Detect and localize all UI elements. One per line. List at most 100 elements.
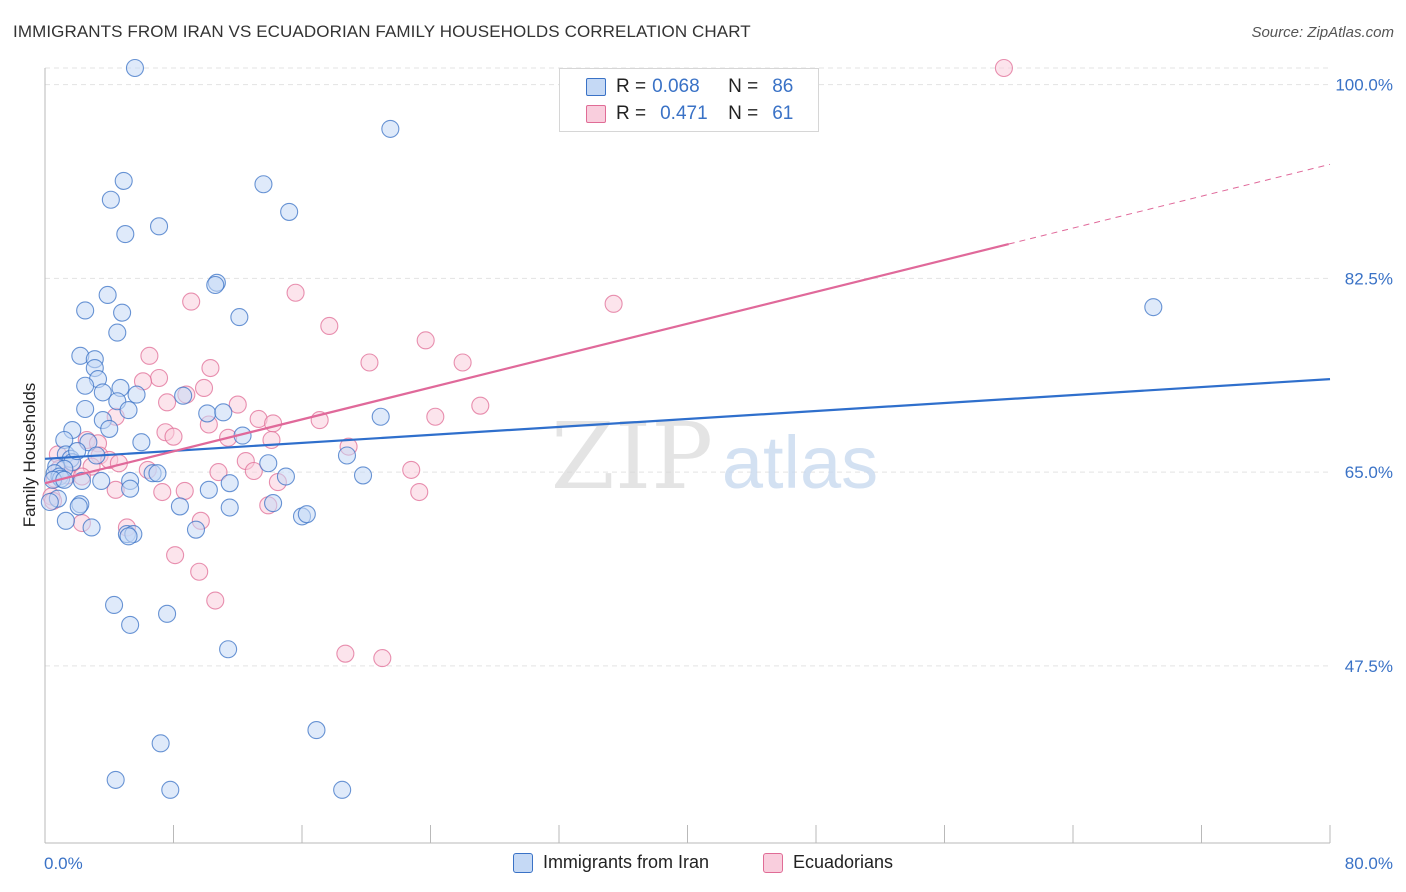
- ecuadorians-point: [336, 644, 355, 663]
- legend-row-iran: R = 0.068 N = 86: [586, 75, 793, 99]
- iran-point: [199, 480, 218, 499]
- iran-point: [264, 494, 283, 513]
- ecuadorians-point: [244, 461, 263, 481]
- watermark: ZIP atlas: [551, 403, 878, 510]
- legend-swatch-ecuadorians: [586, 105, 606, 123]
- ecuadorians-point: [166, 546, 185, 565]
- iran-point: [161, 780, 180, 799]
- tick-labels: 100.0% 82.5% 65.0% 47.5% 0.0% 80.0%: [44, 76, 1393, 873]
- ecuadorians-point: [453, 353, 472, 372]
- legend-n-value: 61: [772, 103, 794, 124]
- ecuadorians-point: [140, 346, 159, 365]
- ecuadorians-point: [201, 358, 220, 378]
- iran-point: [151, 734, 170, 753]
- ecuadorians-point: [604, 294, 623, 313]
- iran-point: [82, 518, 101, 537]
- y-tick-label: 47.5%: [1345, 657, 1393, 676]
- iran-point: [1144, 298, 1163, 317]
- y-tick-label: 82.5%: [1345, 269, 1393, 288]
- x-tick-label-max: 80.0%: [1345, 854, 1393, 873]
- iran-point: [119, 527, 138, 546]
- iran-point: [149, 217, 169, 236]
- iran-point: [148, 464, 167, 483]
- legend-label-iran: Immigrants from Iran: [542, 852, 709, 872]
- iran-point: [92, 471, 111, 491]
- iran-trend-line: [44, 378, 1331, 460]
- ecuadorians-point: [373, 649, 392, 668]
- source-label: Source: ZipAtlas.com: [1251, 24, 1394, 41]
- iran-point: [174, 386, 193, 405]
- trend-lines: [44, 163, 1331, 485]
- iran-point: [259, 454, 278, 473]
- ecuadorians-point: [209, 463, 228, 482]
- iran-point: [219, 640, 238, 659]
- chart-title: IMMIGRANTS FROM IRAN VS ECUADORIAN FAMIL…: [13, 22, 751, 41]
- iran-point: [56, 511, 75, 530]
- iran-point: [337, 446, 357, 465]
- iran-point: [230, 308, 249, 327]
- iran-points: [40, 58, 1163, 799]
- iran-point: [198, 404, 217, 423]
- iran-point: [297, 505, 316, 524]
- ecuadorians-point: [182, 292, 201, 311]
- ecuadorians-point: [426, 407, 445, 426]
- iran-point: [106, 770, 125, 789]
- ecuadorians-point: [228, 395, 247, 414]
- iran-point: [121, 479, 140, 498]
- legend-n-label: N =: [728, 76, 759, 97]
- iran-point: [108, 323, 127, 342]
- legend-r-label: R =: [616, 103, 647, 124]
- iran-point: [125, 58, 144, 78]
- ecuadorians-point: [149, 368, 169, 388]
- iran-point: [76, 376, 95, 395]
- legend-row-ecuadorians: R = 0.471 N = 61: [586, 102, 793, 126]
- ecuadorians-point: [175, 481, 194, 500]
- ecuadorians-point: [286, 283, 305, 302]
- iran-point: [68, 442, 87, 461]
- iran-point: [105, 595, 124, 615]
- ecuadorians-trend-extension: [1008, 163, 1331, 245]
- axes: [44, 68, 1331, 844]
- y-tick-label: 100.0%: [1335, 76, 1393, 95]
- iran-point: [170, 497, 189, 516]
- iran-point: [100, 419, 119, 438]
- iran-point: [206, 275, 225, 295]
- legend-swatch-ecuadorians: [762, 852, 783, 873]
- iran-point: [69, 497, 88, 516]
- iran-point: [371, 407, 390, 426]
- iran-point: [116, 225, 135, 244]
- iran-point: [220, 498, 239, 517]
- iran-point: [220, 474, 239, 493]
- legend-item-ecuadorians[interactable]: Ecuadorians: [762, 852, 894, 873]
- legend-r-label: R =: [616, 76, 647, 97]
- ecuadorians-point: [164, 427, 183, 446]
- ecuadorians-point: [471, 396, 490, 415]
- x-tick-label-min: 0.0%: [44, 854, 83, 873]
- ecuadorians-point: [264, 414, 283, 433]
- legend-r-value: 0.471: [660, 103, 708, 124]
- legend-swatch-iran: [512, 852, 533, 873]
- legend-label-ecuadorians: Ecuadorians: [792, 852, 894, 872]
- ecuadorians-point: [206, 591, 225, 610]
- watermark-atlas: atlas: [722, 421, 878, 504]
- iran-point: [119, 401, 138, 420]
- iran-point: [113, 303, 132, 322]
- ecuadorians-point: [360, 353, 379, 372]
- legend-item-iran[interactable]: Immigrants from Iran: [512, 852, 709, 873]
- ecuadorians-point: [194, 378, 214, 398]
- iran-point: [158, 604, 177, 623]
- iran-point: [276, 467, 295, 486]
- iran-point: [72, 471, 91, 491]
- watermark-zip: ZIP: [551, 403, 713, 510]
- iran-point: [40, 492, 59, 512]
- iran-point: [280, 202, 299, 221]
- gridlines: [45, 67, 1330, 667]
- iran-point: [353, 466, 373, 485]
- ecuadorians-point: [153, 482, 172, 502]
- iran-point: [381, 119, 400, 138]
- iran-point: [98, 285, 117, 305]
- ecuadorians-point: [190, 562, 209, 581]
- ecuadorians-point: [320, 316, 339, 336]
- iran-point: [254, 175, 273, 194]
